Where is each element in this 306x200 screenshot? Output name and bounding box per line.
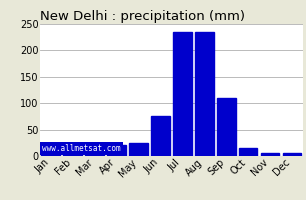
Bar: [41, 148, 60, 156]
Bar: [195, 32, 214, 156]
Bar: [85, 148, 104, 156]
Bar: [261, 153, 279, 156]
Text: New Delhi : precipitation (mm): New Delhi : precipitation (mm): [40, 10, 245, 23]
Text: www.allmetsat.com: www.allmetsat.com: [43, 144, 121, 153]
Bar: [217, 98, 236, 156]
Bar: [239, 148, 257, 156]
Bar: [107, 145, 126, 156]
Bar: [283, 153, 301, 156]
Bar: [151, 116, 170, 156]
Bar: [63, 148, 82, 156]
Bar: [129, 143, 148, 156]
Bar: [173, 32, 192, 156]
